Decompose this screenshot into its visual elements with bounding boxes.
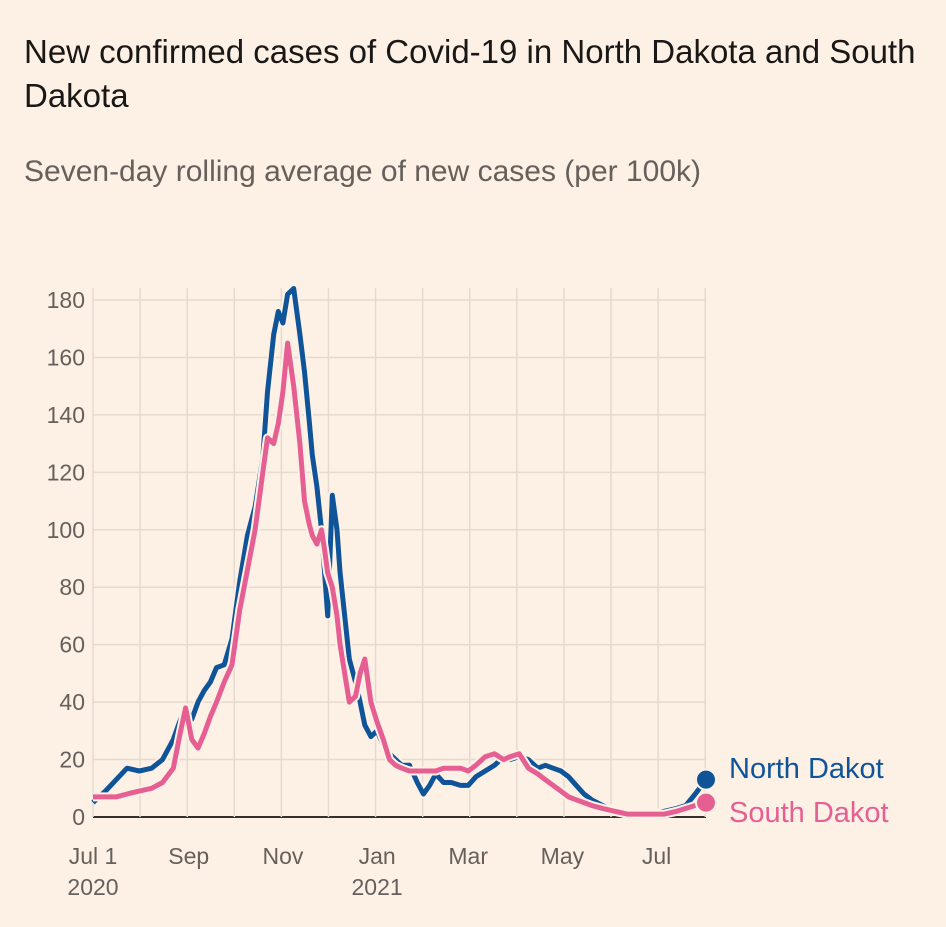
y-tick-label: 140	[47, 402, 85, 428]
y-tick-label: 160	[47, 344, 85, 370]
x-tick-label: Nov	[262, 843, 303, 869]
end-dot-south-dakota	[695, 791, 717, 814]
series-line-south-dakota	[93, 340, 707, 817]
y-tick-label: 40	[59, 689, 85, 715]
x-tick-label: Jul	[642, 843, 671, 869]
x-tick-label: Jan	[359, 843, 396, 869]
series-halo-south-dakota	[93, 338, 708, 819]
series-lines	[89, 284, 710, 819]
legend-label-north-dakota: North Dakot	[729, 753, 884, 785]
y-tick-label: 0	[72, 804, 85, 830]
y-tick-label: 60	[59, 632, 85, 658]
x-axis-ticks: Jul 1 2020 Sep Nov Jan 2021 Mar May Jul	[67, 843, 671, 900]
y-tick-label: 120	[47, 459, 85, 485]
x-tick-label: Mar	[448, 843, 488, 869]
x-tick-year-label: 2020	[67, 874, 118, 900]
chart-subtitle: Seven-day rolling average of new cases (…	[24, 155, 702, 188]
y-tick-label: 180	[47, 287, 85, 313]
series-line-north-dakota	[91, 286, 708, 817]
legend-label-south-dakota: South Dakot	[729, 797, 889, 829]
y-axis-ticks: 0 20 40 60 80 100 120 140 160 180	[47, 287, 85, 830]
end-dot-north-dakota	[695, 768, 717, 791]
legend: North Dakot South Dakot	[695, 753, 889, 829]
x-tick-label: Sep	[168, 843, 209, 869]
x-tick-label: May	[541, 843, 585, 869]
y-tick-label: 100	[47, 517, 85, 543]
y-tick-label: 80	[59, 574, 85, 600]
x-tick-year-label: 2021	[352, 874, 403, 900]
grid	[92, 288, 706, 818]
y-tick-label: 20	[59, 747, 85, 773]
chart-title: New confirmed cases of Covid-19 in North…	[24, 33, 916, 114]
x-tick-label: Jul 1	[69, 843, 118, 869]
series-halo-north-dakota	[89, 284, 710, 819]
